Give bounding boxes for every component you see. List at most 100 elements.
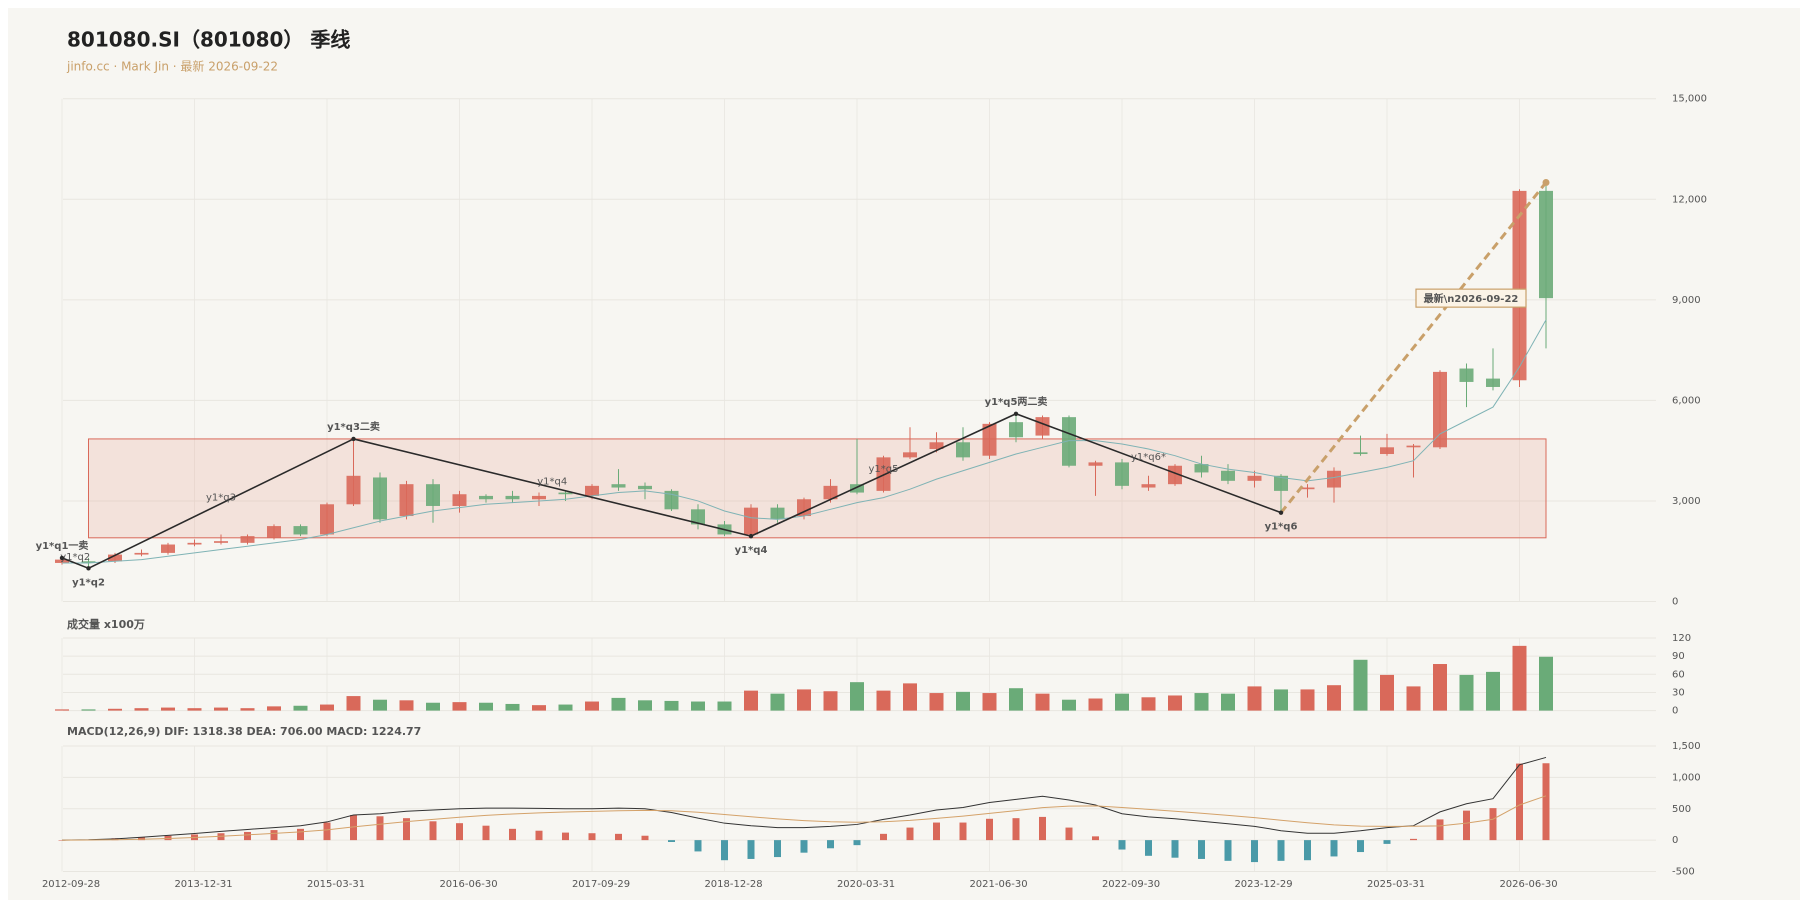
- x-tick-label: 2015-03-31: [307, 879, 365, 890]
- macd-bar: [270, 830, 278, 841]
- macd-bar: [1145, 840, 1152, 856]
- volume-bar: [320, 704, 334, 711]
- candle-body: [1459, 368, 1474, 382]
- candle-body: [108, 554, 122, 562]
- macd-bar: [1383, 840, 1391, 844]
- candle-body: [1247, 475, 1262, 481]
- candle-body: [1141, 484, 1156, 488]
- volume-bar: [1247, 686, 1262, 711]
- macd-bar: [959, 822, 967, 841]
- pivot-point: [59, 555, 65, 561]
- candle-body: [373, 477, 387, 520]
- volume-bar: [399, 700, 414, 711]
- x-tick-label: 2022-09-30: [1102, 879, 1160, 890]
- candle-body: [1062, 417, 1076, 466]
- y-tick-label: 6,000: [1672, 395, 1701, 406]
- macd-bar: [1012, 818, 1020, 841]
- volume-title: 成交量 x100万: [67, 617, 145, 631]
- volume-bar: [293, 705, 308, 711]
- volume-bar: [1353, 659, 1368, 711]
- candle-body: [1433, 371, 1447, 448]
- volume-bar: [161, 707, 175, 711]
- macd-bar: [615, 833, 622, 841]
- macd-bar: [1357, 840, 1364, 853]
- volume-bar: [558, 704, 573, 711]
- pivot-label: y1*q1一卖: [36, 539, 89, 552]
- candle-body: [1115, 462, 1129, 486]
- candle-body: [770, 507, 785, 520]
- candle-body: [1380, 447, 1394, 455]
- candle-body: [585, 485, 599, 496]
- volume-bar: [638, 700, 652, 711]
- candle-body: [1300, 487, 1315, 490]
- candle-body: [611, 484, 626, 488]
- volume-bar: [585, 701, 599, 711]
- volume-bar: [797, 689, 811, 711]
- candle-body: [1221, 470, 1235, 481]
- volume-bar: [214, 707, 228, 711]
- macd-bar: [323, 822, 331, 841]
- candle-body: [1194, 464, 1209, 473]
- candle-body: [929, 442, 944, 449]
- volume-bar: [929, 693, 944, 711]
- y-tick-label: 12,000: [1672, 194, 1707, 205]
- volume-bar: [1141, 697, 1156, 711]
- chart-subtitle: jinfo.cc · Mark Jin · 最新 2026-09-22: [66, 59, 278, 74]
- candle-body: [1088, 462, 1103, 466]
- candle-body: [850, 484, 864, 493]
- candle-body: [505, 495, 520, 500]
- volume-bar: [187, 708, 202, 711]
- pivot-point: [351, 436, 356, 442]
- volume-bar: [426, 702, 440, 711]
- volume-bar: [744, 690, 758, 711]
- volume-bar: [1088, 698, 1103, 711]
- volume-bar: [664, 700, 679, 711]
- pivot-label: y1*q4: [735, 545, 768, 556]
- candle-body: [982, 423, 997, 456]
- macd-bar: [482, 825, 490, 841]
- candle-body: [903, 452, 917, 458]
- macd-bar: [694, 840, 702, 852]
- candle-body: [81, 561, 96, 563]
- macd-bar: [1410, 838, 1417, 841]
- zigzag-line: [750, 413, 1017, 537]
- volume-bar: [1459, 674, 1474, 711]
- macd-bar: [1251, 840, 1258, 863]
- volume-bar: [1062, 699, 1076, 711]
- y-tick-label: 120: [1672, 633, 1691, 644]
- volume-bar: [134, 708, 149, 711]
- segment-label: y1*q5: [869, 464, 899, 475]
- volume-bar: [903, 683, 917, 711]
- volume-bar: [1380, 674, 1394, 711]
- candle-body: [1486, 378, 1500, 387]
- pivot-label: y1*q6: [1265, 522, 1298, 533]
- macd-bar: [562, 832, 569, 841]
- y-tick-label: 0: [1672, 706, 1678, 717]
- macd-bar: [1463, 810, 1470, 841]
- volume-bar: [717, 701, 732, 711]
- volume-bar: [1327, 685, 1341, 711]
- x-tick-label: 2023-12-29: [1234, 879, 1292, 890]
- candle-body: [134, 552, 149, 555]
- macd-bar: [1330, 840, 1338, 857]
- candle-body: [638, 485, 652, 490]
- pivot-point: [748, 533, 754, 539]
- macd-bar: [509, 828, 516, 841]
- macd-bar: [456, 823, 463, 841]
- volume-bar: [770, 693, 785, 711]
- macd-bar: [350, 815, 357, 841]
- y-tick-label: 15,000: [1672, 94, 1707, 105]
- segment-label: y1*q3: [206, 493, 236, 504]
- macd-bar: [1171, 840, 1179, 858]
- volume-bar: [1168, 695, 1182, 711]
- x-tick-label: 2026-06-30: [1499, 879, 1557, 890]
- macd-bar: [535, 830, 543, 841]
- x-tick-label: 2018-12-28: [704, 879, 762, 890]
- macd-bar: [429, 821, 437, 841]
- macd-bar: [164, 835, 172, 841]
- zone-box: [88, 438, 1547, 539]
- y-tick-label: 1,500: [1672, 741, 1701, 752]
- volume-bar: [1009, 688, 1023, 711]
- volume-bar: [55, 709, 69, 711]
